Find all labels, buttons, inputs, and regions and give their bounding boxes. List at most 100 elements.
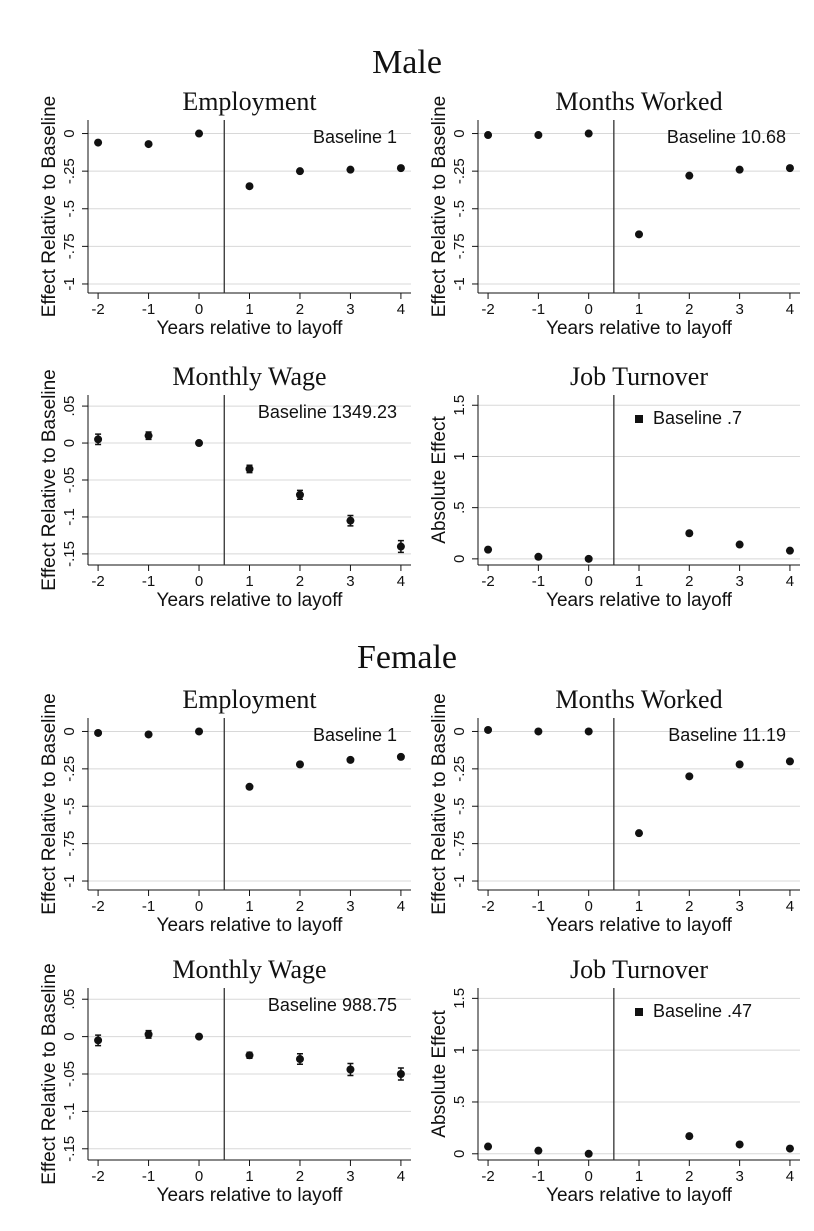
x-axis-label: Years relative to layoff	[546, 318, 733, 339]
x-tick-label: -1	[532, 301, 545, 318]
point	[735, 760, 744, 769]
y-tick-label: -.25	[451, 158, 468, 184]
point	[785, 1144, 794, 1153]
point	[94, 138, 103, 147]
point	[735, 1140, 744, 1149]
point	[685, 171, 694, 180]
annotation: Baseline 1	[313, 127, 397, 147]
x-tick-label: 4	[397, 573, 405, 590]
panel-title: Employment	[182, 87, 317, 116]
y-tick-label: 1	[451, 452, 468, 460]
x-tick-label: 4	[786, 1168, 794, 1185]
point	[94, 1036, 103, 1045]
x-tick-label: 3	[346, 573, 354, 590]
point	[484, 131, 493, 140]
point	[195, 727, 204, 736]
y-tick-label: 1.5	[451, 395, 468, 416]
x-axis-label: Years relative to layoff	[157, 915, 344, 936]
x-tick-label: 0	[585, 573, 593, 590]
x-tick-label: 1	[635, 1168, 643, 1185]
point	[785, 164, 794, 173]
section-title: Female	[357, 639, 457, 676]
x-tick-label: 3	[735, 573, 743, 590]
panel-title: Job Turnover	[570, 955, 708, 984]
x-tick-label: 2	[685, 898, 693, 915]
point	[245, 464, 254, 473]
x-tick-label: 4	[397, 1168, 405, 1185]
point	[346, 516, 355, 525]
x-tick-label: 0	[195, 898, 203, 915]
point	[144, 730, 153, 739]
x-tick-label: -1	[532, 1168, 545, 1185]
point	[584, 727, 593, 736]
point	[534, 1146, 543, 1155]
point	[584, 129, 593, 138]
y-tick-label: 0	[61, 129, 78, 137]
y-tick-label: -.75	[61, 831, 78, 857]
y-tick-label: 0	[451, 555, 468, 563]
x-tick-label: 1	[245, 898, 253, 915]
panel-title: Employment	[182, 685, 317, 714]
y-tick-label: 0	[61, 727, 78, 735]
y-axis-label: Absolute Effect	[429, 416, 450, 544]
x-axis-label: Years relative to layoff	[157, 318, 344, 339]
point	[245, 782, 254, 791]
y-tick-label: -.05	[61, 1061, 78, 1087]
x-tick-label: -1	[142, 301, 155, 318]
x-tick-label: -1	[142, 898, 155, 915]
x-tick-label: 1	[245, 1168, 253, 1185]
x-tick-label: -1	[142, 573, 155, 590]
x-tick-label: 0	[195, 573, 203, 590]
x-tick-label: -2	[481, 573, 494, 590]
y-tick-label: 0	[451, 129, 468, 137]
y-tick-label: -.25	[451, 756, 468, 782]
annotation: Baseline .7	[653, 408, 742, 428]
y-axis-label: Effect Relative to Baseline	[39, 693, 60, 914]
point	[94, 728, 103, 737]
point	[346, 755, 355, 764]
x-tick-label: 4	[786, 898, 794, 915]
x-tick-label: -2	[481, 301, 494, 318]
y-tick-label: -.25	[61, 756, 78, 782]
point	[295, 167, 304, 176]
point	[195, 129, 204, 138]
x-tick-label: 4	[786, 573, 794, 590]
x-tick-label: 2	[685, 573, 693, 590]
annotation: Baseline 11.19	[668, 725, 786, 745]
point	[396, 542, 405, 551]
y-tick-label: 1.5	[451, 988, 468, 1009]
point	[584, 1149, 593, 1158]
y-tick-label: 0	[451, 1150, 468, 1158]
panel-title: Monthly Wage	[172, 362, 326, 391]
y-tick-label: -.75	[451, 233, 468, 259]
y-tick-label: 0	[61, 1032, 78, 1040]
y-tick-label: 1	[451, 1046, 468, 1054]
point	[396, 164, 405, 173]
x-axis-label: Years relative to layoff	[546, 590, 733, 611]
point	[735, 165, 744, 174]
point	[635, 230, 643, 239]
y-tick-label: 0	[451, 727, 468, 735]
point	[534, 727, 543, 736]
section-title: Male	[372, 44, 442, 81]
y-tick-label: -1	[451, 874, 468, 887]
x-tick-label: 0	[195, 1168, 203, 1185]
y-tick-label: -.15	[61, 541, 78, 567]
x-tick-label: -1	[142, 1168, 155, 1185]
point	[534, 131, 543, 140]
x-tick-label: 1	[635, 898, 643, 915]
point	[346, 165, 355, 174]
point	[484, 725, 493, 734]
y-axis-label: Effect Relative to Baseline	[39, 369, 60, 590]
x-tick-label: 0	[195, 301, 203, 318]
point	[346, 1065, 355, 1074]
y-tick-label: -.75	[451, 831, 468, 857]
x-tick-label: 3	[735, 1168, 743, 1185]
point	[144, 1030, 153, 1039]
point	[484, 1142, 493, 1151]
x-tick-label: 1	[635, 573, 643, 590]
y-tick-label: -.75	[61, 233, 78, 259]
y-tick-label: -1	[61, 277, 78, 290]
x-tick-label: -2	[91, 898, 104, 915]
x-tick-label: 0	[585, 898, 593, 915]
